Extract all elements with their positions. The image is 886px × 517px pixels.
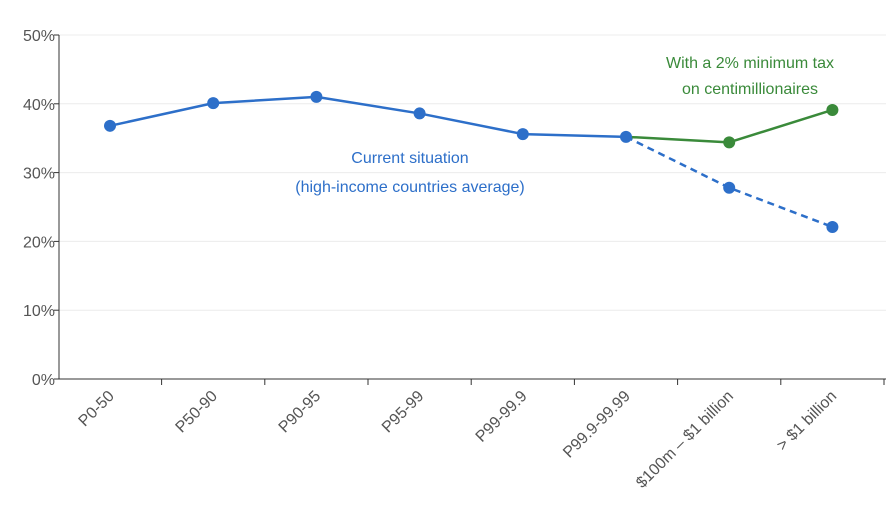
x-tick-label: P99.9-99.99: [560, 388, 634, 462]
data-point-current: [826, 220, 839, 233]
data-point-current: [516, 128, 529, 141]
data-point-min-tax: [826, 103, 839, 116]
x-tick-label: P90-95: [276, 388, 325, 437]
grid-lines: [59, 34, 886, 311]
data-point-current: [413, 107, 426, 120]
data-point-current: [207, 97, 220, 110]
data-point-current: [310, 90, 323, 103]
y-tick-label: 50%: [23, 28, 55, 45]
y-tick-label: 10%: [23, 303, 55, 320]
data-point-current: [723, 181, 736, 194]
y-tick-label: 30%: [23, 166, 55, 183]
x-tick-label: $100m – $1 billion: [633, 388, 737, 492]
annotation-current: Current situation: [351, 150, 468, 167]
x-tick-label: > $1 billion: [774, 388, 840, 454]
annotation-min-tax: With a 2% minimum tax: [666, 55, 834, 72]
x-tick-label: P0-50: [76, 388, 118, 430]
series-line-current-dashed: [625, 135, 833, 229]
annotation-current: (high-income countries average): [295, 179, 524, 196]
data-point-current: [620, 130, 632, 143]
data-point-current: [104, 119, 116, 132]
x-tick-label: P99-99.9: [473, 388, 531, 446]
y-tick-label: 0%: [32, 372, 55, 389]
y-tick-label: 40%: [23, 97, 55, 114]
series-lines: [109, 95, 833, 229]
y-tick-label: 20%: [23, 234, 55, 251]
x-tick-label: P50-90: [173, 388, 222, 437]
series-line-current: [109, 95, 627, 139]
annotations: Current situation (high-income countries …: [295, 55, 834, 196]
x-tick-label: P95-99: [379, 388, 428, 437]
data-markers: [104, 90, 839, 233]
annotation-min-tax: on centimillionaires: [682, 81, 818, 98]
data-point-min-tax: [723, 136, 736, 149]
